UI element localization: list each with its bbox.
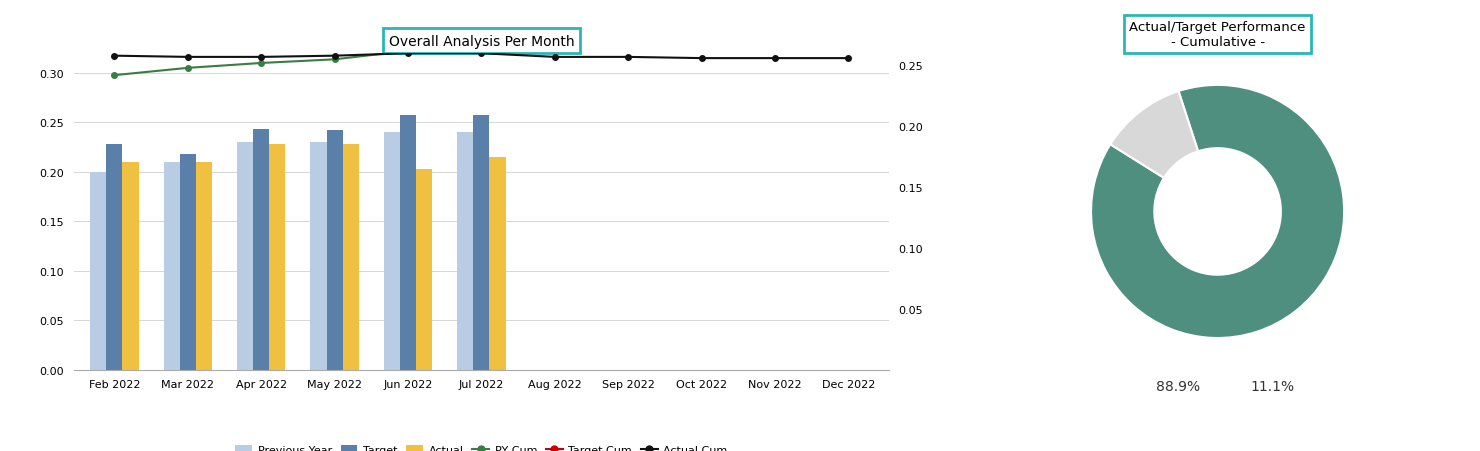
Bar: [123, 163, 139, 370]
Bar: [416, 170, 432, 370]
Wedge shape: [1110, 92, 1197, 179]
Bar: [327, 131, 343, 370]
Bar: [253, 130, 269, 370]
Bar: [269, 145, 286, 370]
Bar: [164, 163, 179, 370]
Text: 11.1%: 11.1%: [1251, 379, 1295, 393]
Bar: [474, 115, 490, 370]
Legend: Previous Year, Target, Actual, PY Cum, Target Cum, Actual Cum: Previous Year, Target, Actual, PY Cum, T…: [231, 440, 731, 451]
Bar: [343, 145, 358, 370]
Bar: [107, 145, 123, 370]
Text: 88.9%: 88.9%: [1156, 379, 1200, 393]
Title: Overall Analysis Per Month: Overall Analysis Per Month: [389, 35, 574, 49]
Bar: [195, 163, 212, 370]
Bar: [400, 115, 416, 370]
Bar: [490, 158, 506, 370]
Bar: [457, 133, 474, 370]
Bar: [179, 155, 195, 370]
Wedge shape: [1091, 86, 1344, 338]
Bar: [383, 133, 400, 370]
Bar: [90, 172, 107, 370]
Title: Actual/Target Performance
- Cumulative -: Actual/Target Performance - Cumulative -: [1129, 21, 1305, 49]
Bar: [237, 143, 253, 370]
Bar: [311, 143, 327, 370]
